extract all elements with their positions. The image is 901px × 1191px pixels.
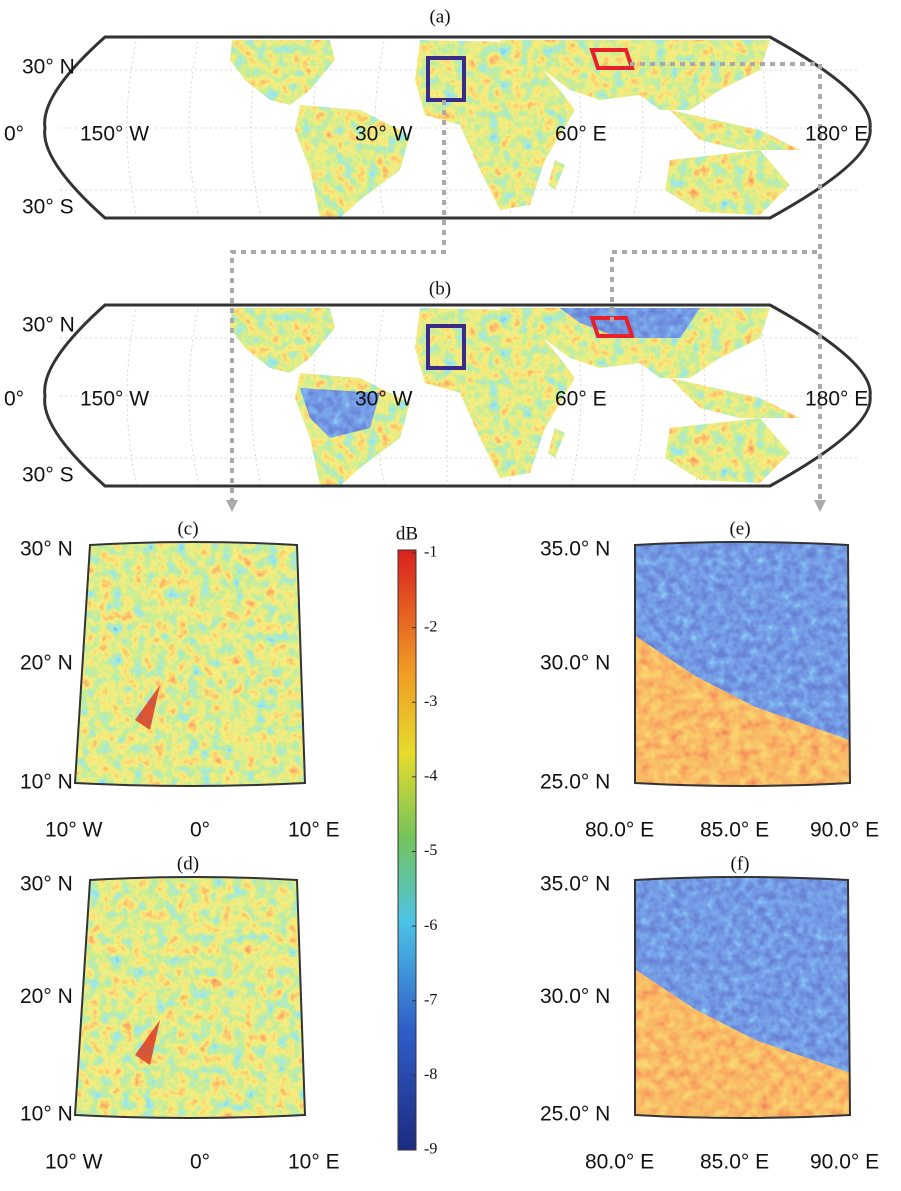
region-frame <box>73 876 307 1119</box>
colorbar-tick-label: -7 <box>424 991 437 1008</box>
lon-label: 80.0° E <box>585 1151 654 1174</box>
lon-label: 60° E <box>555 388 607 411</box>
lon-label: 80.0° E <box>585 819 654 842</box>
lat-label: 25.0° N <box>540 1103 610 1126</box>
lat-label: 25.0° N <box>540 771 610 794</box>
lat-label: 30.0° N <box>540 652 610 675</box>
map-frame <box>43 35 872 220</box>
region-lowland <box>635 969 850 1118</box>
lat-label: 35.0° N <box>540 538 610 561</box>
lon-label: 85.0° E <box>700 1151 769 1174</box>
lat-label: 30° S <box>22 464 74 487</box>
lon-label: 30° W <box>355 388 413 411</box>
colorbar-tick-label: -2 <box>424 618 437 635</box>
lat-label: 30° N <box>20 538 73 561</box>
lon-label: 85.0° E <box>700 819 769 842</box>
colorbar-tick-label: -6 <box>424 917 437 934</box>
region-frame <box>634 541 852 787</box>
region-streak <box>135 1020 160 1065</box>
region-frame <box>634 876 852 1119</box>
world-map <box>43 303 872 488</box>
lat-label: 30° N <box>20 873 73 896</box>
region-fill <box>75 542 305 786</box>
panel-label: (f) <box>731 853 750 874</box>
regional-map <box>634 541 852 787</box>
lon-label: 10° E <box>288 1151 340 1174</box>
lat-label: 20° N <box>20 985 73 1008</box>
region-lowland <box>635 635 850 786</box>
panel-label: (d) <box>177 853 199 874</box>
colorbar-tick-label: -8 <box>424 1066 437 1083</box>
lon-label: 90.0° E <box>810 1151 879 1174</box>
region-box <box>426 324 466 370</box>
lon-label: 30° W <box>355 123 413 146</box>
panel-label: (b) <box>429 278 451 299</box>
colorbar-label: dB <box>396 523 418 544</box>
world-map <box>43 35 872 220</box>
land-blue <box>300 388 380 438</box>
region-box <box>589 48 635 70</box>
lon-label: 150° W <box>80 123 149 146</box>
graticule <box>188 304 200 487</box>
region-streak <box>135 685 160 730</box>
region-box <box>589 316 635 338</box>
map-frame <box>43 303 872 488</box>
panel-label: (a) <box>429 6 450 27</box>
lon-label: 0° <box>190 819 210 842</box>
panel-label: (e) <box>729 518 750 539</box>
maps <box>43 35 872 1119</box>
lat-label: 30° N <box>22 56 75 79</box>
lon-label: 90.0° E <box>810 819 879 842</box>
colorbar-tick-label: -4 <box>424 768 437 785</box>
graticule <box>188 36 200 219</box>
lat-label: 30° S <box>22 196 74 219</box>
connector <box>630 62 822 500</box>
panel-label: (c) <box>177 518 198 539</box>
regional-map <box>73 541 307 787</box>
lat-label: 10° N <box>20 1103 73 1126</box>
lon-label: 10° W <box>45 1151 103 1174</box>
labels: (a) 30° N 0° 30° S 150° W 30° W 60° E 180° E (b)… <box>4 6 879 1173</box>
lon-label: 10° W <box>45 819 103 842</box>
region-fill <box>75 877 305 1118</box>
lon-label: 180° E <box>805 388 868 411</box>
arrow <box>814 500 826 512</box>
lon-label: 150° W <box>80 388 149 411</box>
lat-label: 10° N <box>20 771 73 794</box>
colorbar-tick-label: -1 <box>424 544 437 561</box>
lon-label: 180° E <box>805 123 868 146</box>
lat-label: 0° <box>4 388 24 411</box>
colorbar-tick-label: -5 <box>424 842 437 859</box>
region-frame <box>73 541 307 787</box>
land-blue <box>560 308 700 338</box>
colorbar <box>397 549 417 1151</box>
lon-label: 10° E <box>288 819 340 842</box>
connector <box>610 250 820 322</box>
colorbar-tick-label: -9 <box>424 1141 437 1158</box>
regional-map <box>634 876 852 1119</box>
lat-label: 20° N <box>20 652 73 675</box>
graticule <box>632 304 644 487</box>
colorbar-tick-label: -3 <box>424 693 437 710</box>
lat-label: 0° <box>4 123 24 146</box>
land <box>230 40 800 218</box>
graticule <box>632 36 644 219</box>
lon-label: 60° E <box>555 123 607 146</box>
lat-label: 30.0° N <box>540 985 610 1008</box>
lat-label: 35.0° N <box>540 873 610 896</box>
lat-label: 30° N <box>22 314 75 337</box>
arrow <box>226 500 238 512</box>
lon-label: 0° <box>190 1151 210 1174</box>
regional-map <box>73 876 307 1119</box>
